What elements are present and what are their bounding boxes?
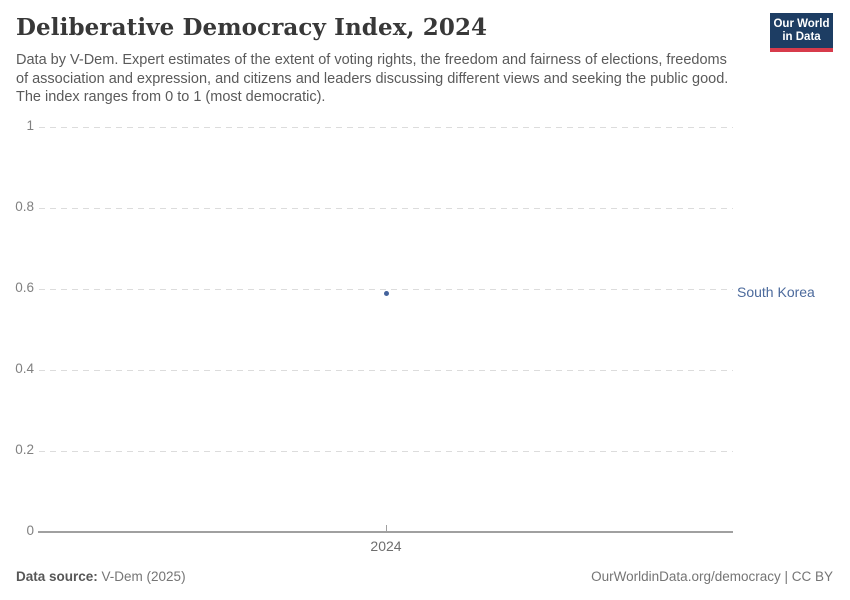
owid-logo-line2: in Data xyxy=(782,31,821,43)
y-axis-tick-label: 0.8 xyxy=(15,199,34,214)
credit-link[interactable]: OurWorldinData.org/democracy | CC BY xyxy=(591,569,833,584)
y-gridline xyxy=(39,207,733,209)
subtitle-line: The index ranges from 0 to 1 (most democ… xyxy=(16,89,326,106)
y-axis-tick-label: 0.4 xyxy=(15,361,34,376)
y-gridline xyxy=(39,369,733,371)
entity-label-south-korea[interactable]: South Korea xyxy=(737,284,815,301)
data-source-note: Data source: V-Dem (2025) xyxy=(16,569,186,584)
y-axis-tick-label: 0.2 xyxy=(15,442,34,457)
owid-logo[interactable]: Our World in Data xyxy=(770,13,833,52)
data-source-label: Data source: xyxy=(16,569,98,584)
data-source-value: V-Dem (2025) xyxy=(97,569,186,584)
owid-logo-line1: Our World xyxy=(773,18,830,30)
x-axis-line xyxy=(38,531,733,533)
y-gridline xyxy=(39,288,733,290)
subtitle-line: Data by V-Dem. Expert estimates of the e… xyxy=(16,52,727,68)
y-axis-tick-label: 0.6 xyxy=(15,280,34,295)
subtitle-line: of association and expression, and citiz… xyxy=(16,70,729,87)
chart-subtitle: Data by V-Dem. Expert estimates of the e… xyxy=(16,51,728,107)
y-axis-tick-label: 1 xyxy=(26,118,34,133)
y-gridline xyxy=(39,126,733,128)
chart-title: Deliberative Democracy Index, 2024 xyxy=(16,14,488,41)
data-point-south-korea[interactable] xyxy=(383,290,389,296)
x-axis-tick-mark xyxy=(386,525,387,532)
y-axis-tick-label: 0 xyxy=(26,523,34,538)
y-gridline xyxy=(39,450,733,452)
x-axis-tick-label: 2024 xyxy=(370,538,402,554)
